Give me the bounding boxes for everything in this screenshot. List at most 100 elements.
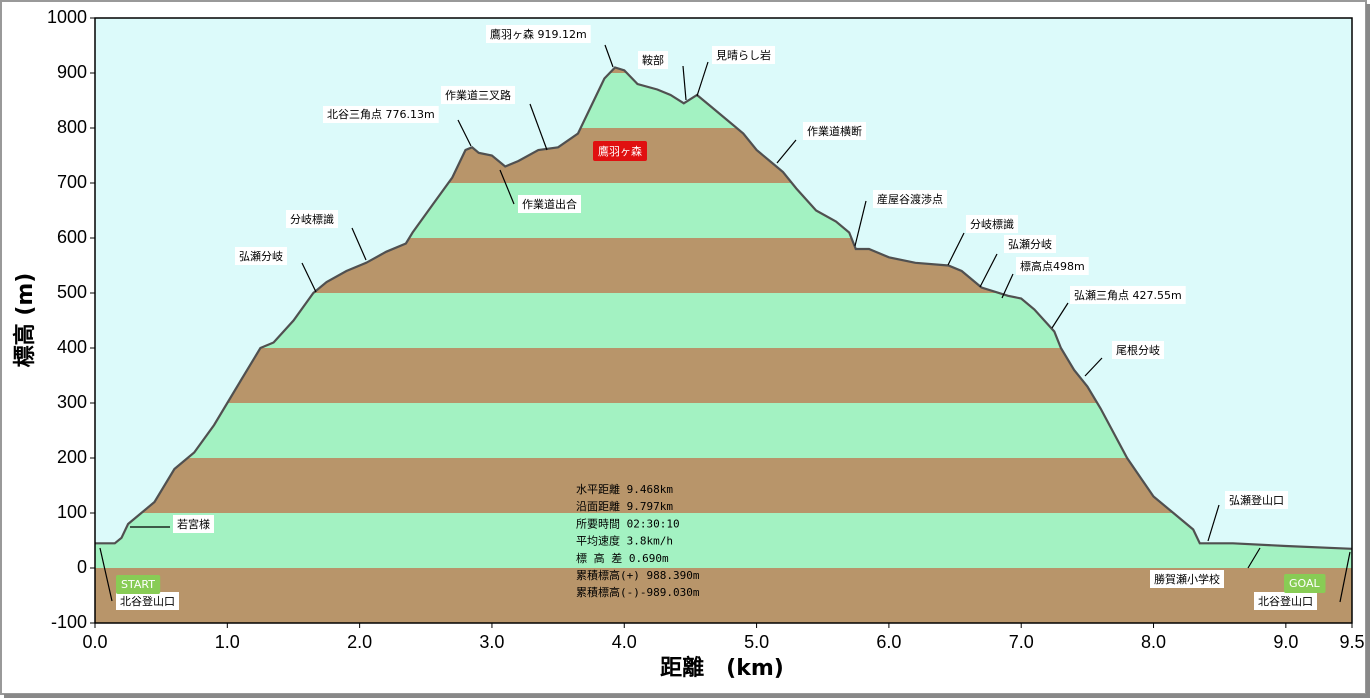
annotation-box: [286, 210, 338, 228]
y-tick-label: 500: [57, 282, 87, 302]
annotation: 北谷登山口: [120, 594, 175, 608]
x-tick-label: 6.0: [876, 632, 901, 652]
start-label-box: [116, 575, 161, 594]
annotation: 分岐標識: [290, 212, 334, 226]
x-tick-label: 4.0: [612, 632, 637, 652]
leader-line: [1084, 357, 1103, 377]
x-tick-label: 5.0: [744, 632, 769, 652]
y-tick-label: 400: [57, 337, 87, 357]
stat-line: 累積標高(+) 988.390m: [576, 568, 700, 582]
x-tick-label: 9.0: [1273, 632, 1298, 652]
plot-border: [94, 17, 1353, 624]
y-tick-label: 100: [57, 502, 87, 522]
annotation-box: [638, 51, 668, 69]
leader-line: [696, 61, 709, 97]
leader-line: [979, 253, 998, 288]
y-tick-label: 0: [77, 557, 87, 577]
leader-line: [99, 547, 113, 602]
stat-line: 平均速度 3.8km/h: [576, 534, 673, 548]
stat-line: 水平距離 9.468km: [576, 482, 673, 496]
annotation: 北谷三角点 776.13m: [327, 108, 435, 121]
annotation: 標高点498m: [1020, 259, 1085, 273]
leader-line: [499, 169, 515, 205]
stat-line: 標 高 差 0.690m: [576, 551, 669, 565]
annotation: 見晴らし岩: [716, 48, 771, 62]
stat-line: 所要時間 02:30:10: [576, 517, 680, 530]
leader-line: [301, 262, 317, 293]
y-tick-label: 800: [57, 117, 87, 137]
x-tick-label: 8.0: [1141, 632, 1166, 652]
goal-label: GOAL: [1289, 577, 1321, 590]
annotation-box: [486, 25, 591, 43]
shadow: [1366, 4, 1370, 698]
peak-label-box: [593, 141, 647, 161]
y-tick-label: 700: [57, 172, 87, 192]
x-tick-label: 7.0: [1009, 632, 1034, 652]
annotation-box: [1112, 341, 1164, 359]
annotation-box: [1070, 286, 1186, 304]
annotation-box: [712, 46, 775, 64]
leader-line: [1339, 551, 1351, 603]
annotation: 鞍部: [642, 53, 664, 67]
leader-line: [682, 65, 687, 101]
leader-line: [1051, 302, 1069, 329]
elevation-band: [95, 513, 1352, 568]
y-tick-label: 600: [57, 227, 87, 247]
x-tick-label: 1.0: [215, 632, 240, 652]
elevation-band: [95, 568, 1352, 623]
leader-line: [351, 227, 367, 261]
annotation: 勝賀瀬小学校: [1154, 572, 1220, 586]
stat-line: 沿面距離 9.797km: [576, 499, 673, 513]
leader-line: [1247, 547, 1261, 569]
annotation-box: [235, 247, 287, 265]
y-tick-label: -100: [51, 612, 87, 632]
y-axis-title: 標高 (m): [12, 273, 38, 368]
annotation-box: [323, 106, 439, 123]
annotation-box: [1225, 491, 1288, 509]
stat-line: 累積標高(-)-989.030m: [576, 585, 700, 599]
peak-label: 鷹羽ヶ森: [598, 144, 642, 158]
leader-line: [1001, 273, 1014, 299]
annotation: 作業道横断: [807, 124, 862, 138]
annotation: 弘瀬三角点 427.55m: [1074, 288, 1182, 302]
x-tick-label: 3.0: [479, 632, 504, 652]
annotation: 弘瀬登山口: [1229, 493, 1284, 507]
annotation: 弘瀬分岐: [1008, 237, 1052, 251]
annotation-box: [173, 515, 214, 533]
x-axis-title: 距離 (km): [660, 655, 784, 681]
annotation: 北谷登山口: [1258, 594, 1313, 608]
y-tick-label: 300: [57, 392, 87, 412]
annotation-box: [518, 195, 581, 213]
profile-line: [95, 66, 1353, 550]
leader-line: [854, 200, 867, 247]
annotation-box: [1150, 570, 1224, 588]
annotation: 若宮様: [177, 517, 210, 531]
shadow: [4, 694, 1370, 698]
annotation: 尾根分岐: [1116, 343, 1160, 357]
x-tick-label: 0.0: [82, 632, 107, 652]
leader-line: [529, 103, 548, 151]
annotation-box: [803, 122, 866, 140]
annotation: 弘瀬分岐: [239, 249, 283, 263]
annotation-box: [1004, 235, 1056, 253]
y-tick-label: 900: [57, 62, 87, 82]
annotation: 産屋谷渡渉点: [877, 192, 943, 206]
annotation: 作業道三叉路: [445, 88, 511, 102]
y-tick-label: 200: [57, 447, 87, 467]
leader-line: [1207, 504, 1220, 542]
x-tick-label: 9.5: [1339, 632, 1364, 652]
start-label: START: [121, 578, 155, 591]
annotation-box: [966, 215, 1018, 233]
y-tick-label: 1000: [47, 7, 87, 27]
annotation-box: [1254, 592, 1317, 610]
x-tick-label: 2.0: [347, 632, 372, 652]
annotation: 作業道出合: [522, 197, 577, 211]
goal-label-box: [1284, 574, 1326, 593]
annotation-box: [441, 86, 515, 104]
annotation-box: [1016, 257, 1089, 275]
annotation-box: [116, 592, 179, 610]
leader-line: [604, 44, 614, 68]
leader-line: [776, 139, 797, 164]
leader-line: [947, 232, 965, 266]
